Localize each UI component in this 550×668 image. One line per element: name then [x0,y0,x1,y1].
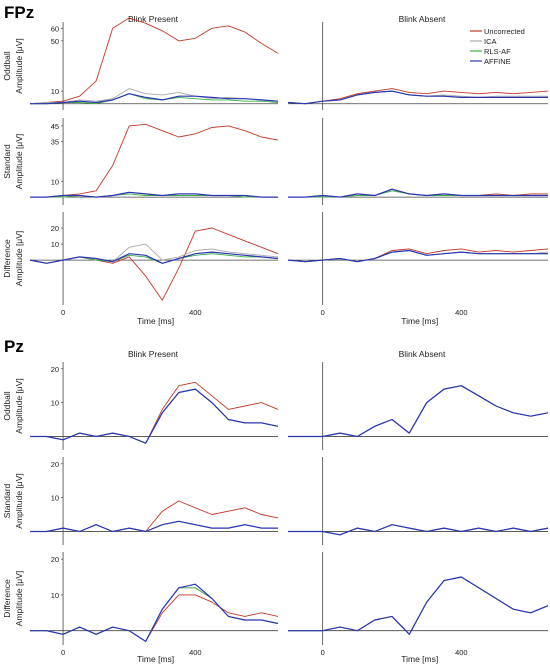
panel-fpz-oddball-blink-present: 60 50 10 [29,17,279,110]
y-tick-label: 50 [51,37,59,46]
panel-fpz-difference-blink-present: 20 10 0 400 [29,212,279,317]
panel-fpz-standard-blink-present: 45 35 10 [30,118,279,205]
y-tick-label: 20 [51,365,59,374]
panel-pz-difference-blink-absent: 0 400 [288,552,549,657]
x-tick-label: 0 [61,308,65,317]
x-tick-label: 400 [189,308,202,317]
series-line-rls-af [30,93,279,105]
series-line-uncorrected [30,500,279,532]
series-line-affine [288,524,549,536]
series-line-affine [287,249,548,263]
panel-fpz-standard-blink-absent [288,118,548,205]
panel-pz-difference-blink-present: 20 10 0 400 [30,552,279,657]
y-tick-label: 60 [51,24,59,33]
y-tick-label: 10 [51,240,59,249]
y-tick-label: 10 [51,399,59,408]
column-title-blink-absent: Blink Absent [399,349,446,359]
y-tick-label: 10 [51,494,59,503]
series-line-affine [287,90,548,105]
row-label-difference: Difference [2,579,12,618]
x-axis-label: Time [ms] [401,316,438,326]
y-tick-label: 20 [51,224,59,233]
column-title-blink-present: Blink Present [128,349,179,359]
x-tick-label: 0 [321,648,325,657]
y-tick-label: 10 [51,177,59,186]
series-line-uncorrected [29,227,279,301]
series-line-ica [29,88,279,105]
x-tick-label: 400 [189,648,202,657]
panel-pz-oddball-blink-absent [288,362,549,450]
row-label-standard: Standard [2,144,12,179]
column-title-blink-absent: Blink Absent [399,14,446,24]
x-axis-label: Time [ms] [137,654,174,664]
y-tick-label: 20 [51,460,59,469]
y-tick-label: 10 [51,591,59,600]
series-line-affine [30,388,279,444]
y-axis-label: Amplitude [μV] [14,231,24,286]
row-label-oddball: Oddball [2,391,12,420]
series-line-uncorrected [288,576,549,635]
panel-pz-standard-blink-absent [288,457,549,545]
row-label-difference: Difference [2,239,12,278]
x-tick-label: 400 [455,648,468,657]
series-line-ica [30,388,279,444]
legend-item-affine: AFFINE [484,57,511,66]
y-tick-label: 45 [51,122,59,131]
x-tick-label: 0 [61,648,65,657]
series-line-ica [30,520,278,532]
series-line-affine [30,583,279,643]
y-axis-label: Amplitude [μV] [14,134,24,189]
series-line-rls-af [30,587,279,642]
y-tick-label: 35 [51,138,59,147]
series-line-affine [30,520,278,533]
legend-item-ica: ICA [484,37,497,46]
panel-fpz-oddball-blink-absent [287,22,549,110]
series-line-affine [29,251,279,264]
y-axis-label: Amplitude [μV] [14,571,24,626]
x-tick-label: 400 [455,308,468,317]
series-line-uncorrected [30,123,279,198]
column-title-blink-present: Blink Present [128,14,179,24]
y-axis-label: Amplitude [μV] [14,378,24,433]
row-label-oddball: Oddball [2,51,12,80]
series-line-ica [288,576,549,635]
row-label-standard: Standard [2,483,12,518]
y-tick-label: 10 [51,87,59,96]
section-title-fpz: FPz [4,3,34,22]
x-tick-label: 0 [321,308,325,317]
series-line-rls-af [30,193,278,198]
x-axis-label: Time [ms] [401,654,438,664]
series-line-rls-af [30,388,279,444]
series-line-affine [288,385,549,438]
x-axis-label: Time [ms] [137,316,174,326]
series-line-affine [288,576,549,635]
y-axis-label: Amplitude [μV] [14,473,24,528]
series-line-affine [30,191,278,198]
y-axis-label: Amplitude [μV] [14,38,24,93]
series-line-ica [30,587,279,642]
series-line-uncorrected [30,381,279,444]
series-line-affine [30,93,279,105]
y-tick-label: 20 [51,555,59,564]
series-line-rls-af [30,520,278,532]
legend-item-uncorrected: Uncorrected [484,27,525,36]
series-line-rls-af [288,576,549,635]
series-line-affine [288,188,548,198]
series-line-uncorrected [30,594,279,642]
series-line-uncorrected [29,17,279,105]
legend-item-rls-af: RLS-AF [484,47,511,56]
panel-fpz-difference-blink-absent: 0 400 [287,212,549,317]
section-title-pz: Pz [4,337,24,356]
